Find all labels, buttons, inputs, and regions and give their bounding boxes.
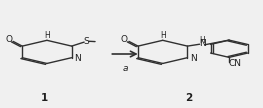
Text: N: N <box>74 54 81 63</box>
Text: H: H <box>160 31 166 40</box>
Text: S: S <box>84 37 90 46</box>
Text: CN: CN <box>228 59 241 68</box>
Text: N: N <box>190 54 196 63</box>
Text: H: H <box>44 31 50 40</box>
Text: a: a <box>122 64 128 73</box>
Text: 1: 1 <box>41 93 48 103</box>
Text: H: H <box>199 36 205 44</box>
Text: N: N <box>199 39 206 48</box>
Text: O: O <box>5 35 12 44</box>
Text: 2: 2 <box>185 93 192 103</box>
Text: O: O <box>121 35 128 44</box>
